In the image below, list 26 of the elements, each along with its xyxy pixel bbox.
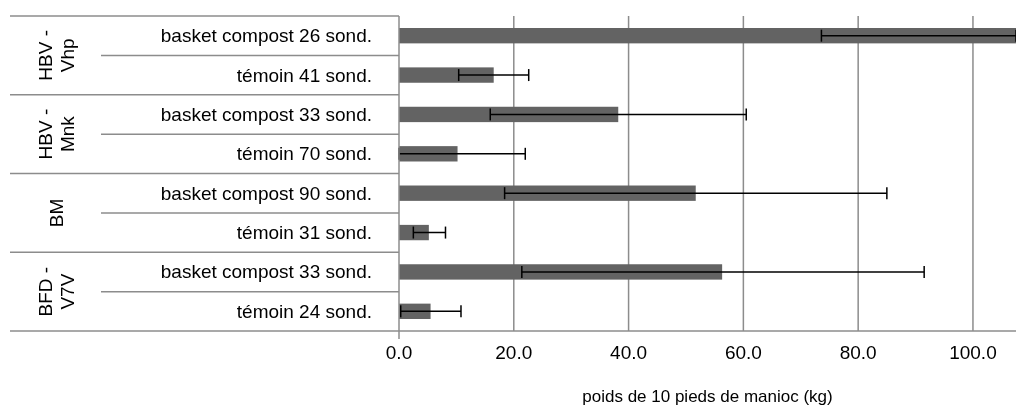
y-tick-label: témoin 24 sond. xyxy=(236,300,372,322)
x-tick-label: 40.0 xyxy=(610,342,648,363)
x-axis-title: poids de 10 pieds de manioc (kg) xyxy=(582,387,833,406)
bar xyxy=(399,185,696,201)
text: BFD - V7V xyxy=(34,266,78,317)
y-tick-label: témoin 70 sond. xyxy=(236,143,372,165)
x-tick-label: 100.0 xyxy=(949,342,997,363)
x-tick-label: 20.0 xyxy=(495,342,533,363)
y-tick-label: basket compost 33 sond. xyxy=(160,261,372,283)
y-tick-label: témoin 41 sond. xyxy=(236,64,372,86)
x-tick-label: 80.0 xyxy=(839,342,877,363)
bar xyxy=(399,67,494,83)
bar xyxy=(399,106,619,123)
y-tick-label: basket compost 33 sond. xyxy=(160,103,372,125)
bar xyxy=(399,224,429,241)
text: HBV - Mnk xyxy=(34,108,78,160)
bar xyxy=(399,303,431,319)
text: HBV - Vhp xyxy=(34,30,78,81)
y-tick-label: basket compost 90 sond. xyxy=(160,182,372,204)
y-tick-label: basket compost 26 sond. xyxy=(160,25,372,47)
text: BM xyxy=(45,198,67,228)
x-tick-label: 60.0 xyxy=(724,342,762,363)
y-tick-label: témoin 31 sond. xyxy=(236,222,372,244)
bar xyxy=(399,28,1016,44)
bar xyxy=(399,264,723,280)
x-tick-label: 0.0 xyxy=(385,342,413,363)
